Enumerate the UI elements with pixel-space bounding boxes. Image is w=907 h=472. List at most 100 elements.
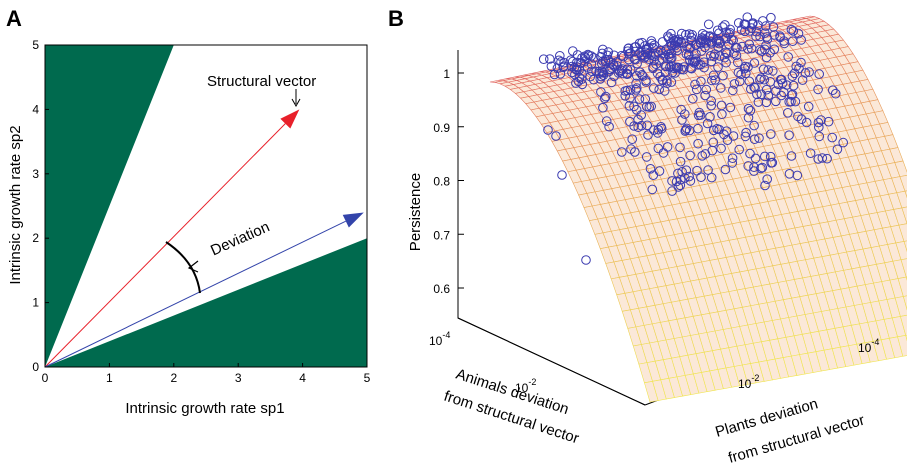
data-point	[680, 126, 691, 136]
data-point	[620, 91, 631, 101]
data-point	[673, 36, 684, 47]
z-ticks: 0.6 0.7 0.8 0.9 1	[433, 67, 464, 296]
data-point	[728, 85, 738, 96]
data-point	[787, 36, 798, 47]
data-point	[813, 117, 824, 128]
data-point	[787, 71, 798, 81]
data-point	[749, 162, 759, 172]
data-point	[676, 28, 687, 39]
data-point	[705, 37, 716, 47]
data-point	[797, 75, 808, 85]
data-point	[793, 28, 804, 39]
surface-cell	[901, 206, 907, 224]
data-point	[645, 164, 656, 174]
data-point	[762, 34, 773, 44]
data-point	[732, 43, 742, 53]
data-point	[700, 90, 710, 101]
data-point	[696, 46, 707, 56]
data-point	[706, 96, 717, 106]
data-point	[594, 66, 605, 77]
z-tick-label: 0.8	[433, 175, 450, 189]
persistence-surface	[489, 15, 907, 403]
data-point	[814, 131, 825, 142]
data-point	[760, 44, 770, 55]
deviation-arc-and-arrow	[165, 241, 201, 294]
data-point	[618, 68, 628, 79]
data-point	[601, 116, 612, 126]
data-point	[629, 54, 640, 64]
data-point	[759, 74, 770, 85]
deviation-pointer	[187, 260, 199, 273]
data-point	[591, 66, 601, 77]
data-point	[623, 54, 634, 65]
data-point	[673, 182, 684, 192]
z-tick-label: 0.6	[433, 282, 450, 296]
data-point	[762, 174, 773, 184]
data-point	[747, 19, 758, 30]
data-point	[734, 144, 745, 155]
data-point	[630, 54, 641, 65]
deviation-label: Deviation	[208, 218, 272, 259]
surface-cell	[895, 241, 907, 261]
data-point	[623, 43, 634, 54]
data-point	[783, 52, 794, 62]
data-point	[634, 94, 645, 104]
data-point	[598, 44, 608, 55]
data-point	[750, 83, 760, 93]
plot-area-a	[44, 44, 368, 368]
y-tick-label: 0	[32, 360, 39, 374]
data-point	[703, 165, 713, 175]
data-point	[609, 71, 619, 82]
data-point	[574, 73, 585, 83]
y-tick-label: 1	[32, 296, 39, 310]
data-point	[743, 161, 754, 171]
x-axis-label: Intrinsic growth rate sp1	[125, 400, 284, 417]
data-point	[706, 172, 717, 183]
data-point	[586, 59, 597, 69]
data-point	[625, 116, 635, 127]
scatter-points	[538, 12, 849, 265]
data-point	[649, 55, 660, 66]
data-point	[625, 85, 636, 95]
data-point	[616, 50, 627, 61]
data-point	[832, 144, 843, 155]
data-point	[554, 55, 564, 66]
data-point	[734, 76, 745, 87]
data-point	[766, 129, 776, 139]
y-tick-label: 4	[32, 102, 39, 116]
data-point	[814, 122, 824, 132]
data-point	[706, 100, 717, 111]
data-point	[741, 68, 751, 79]
data-point	[640, 47, 651, 58]
structural-vector-line	[44, 123, 286, 368]
data-point	[647, 184, 658, 195]
data-point	[718, 70, 728, 81]
data-point	[728, 131, 739, 141]
surface-cell	[898, 223, 907, 242]
panel-letter-b: B	[388, 6, 404, 31]
data-point	[763, 65, 774, 75]
data-point	[545, 54, 555, 64]
data-point	[551, 131, 561, 141]
data-point	[760, 180, 770, 191]
data-point	[552, 63, 563, 73]
data-point	[761, 21, 771, 31]
data-point	[630, 147, 640, 157]
data-point	[838, 137, 849, 148]
data-point	[697, 29, 708, 39]
data-point	[646, 36, 657, 46]
data-point	[716, 83, 726, 93]
data-point	[695, 110, 706, 120]
data-point	[538, 54, 549, 65]
data-point	[677, 115, 687, 125]
z-tick-label: 0.7	[433, 228, 450, 242]
data-point	[641, 152, 652, 162]
panel-b: B 0.6 0.7 0.8 0.9 1 Persistence 10-4 10-2 10…	[388, 6, 907, 467]
data-point	[598, 102, 608, 113]
data-point	[651, 49, 661, 60]
data-point	[827, 132, 838, 143]
data-point	[666, 53, 677, 63]
data-point	[801, 117, 812, 128]
data-point	[786, 24, 797, 35]
